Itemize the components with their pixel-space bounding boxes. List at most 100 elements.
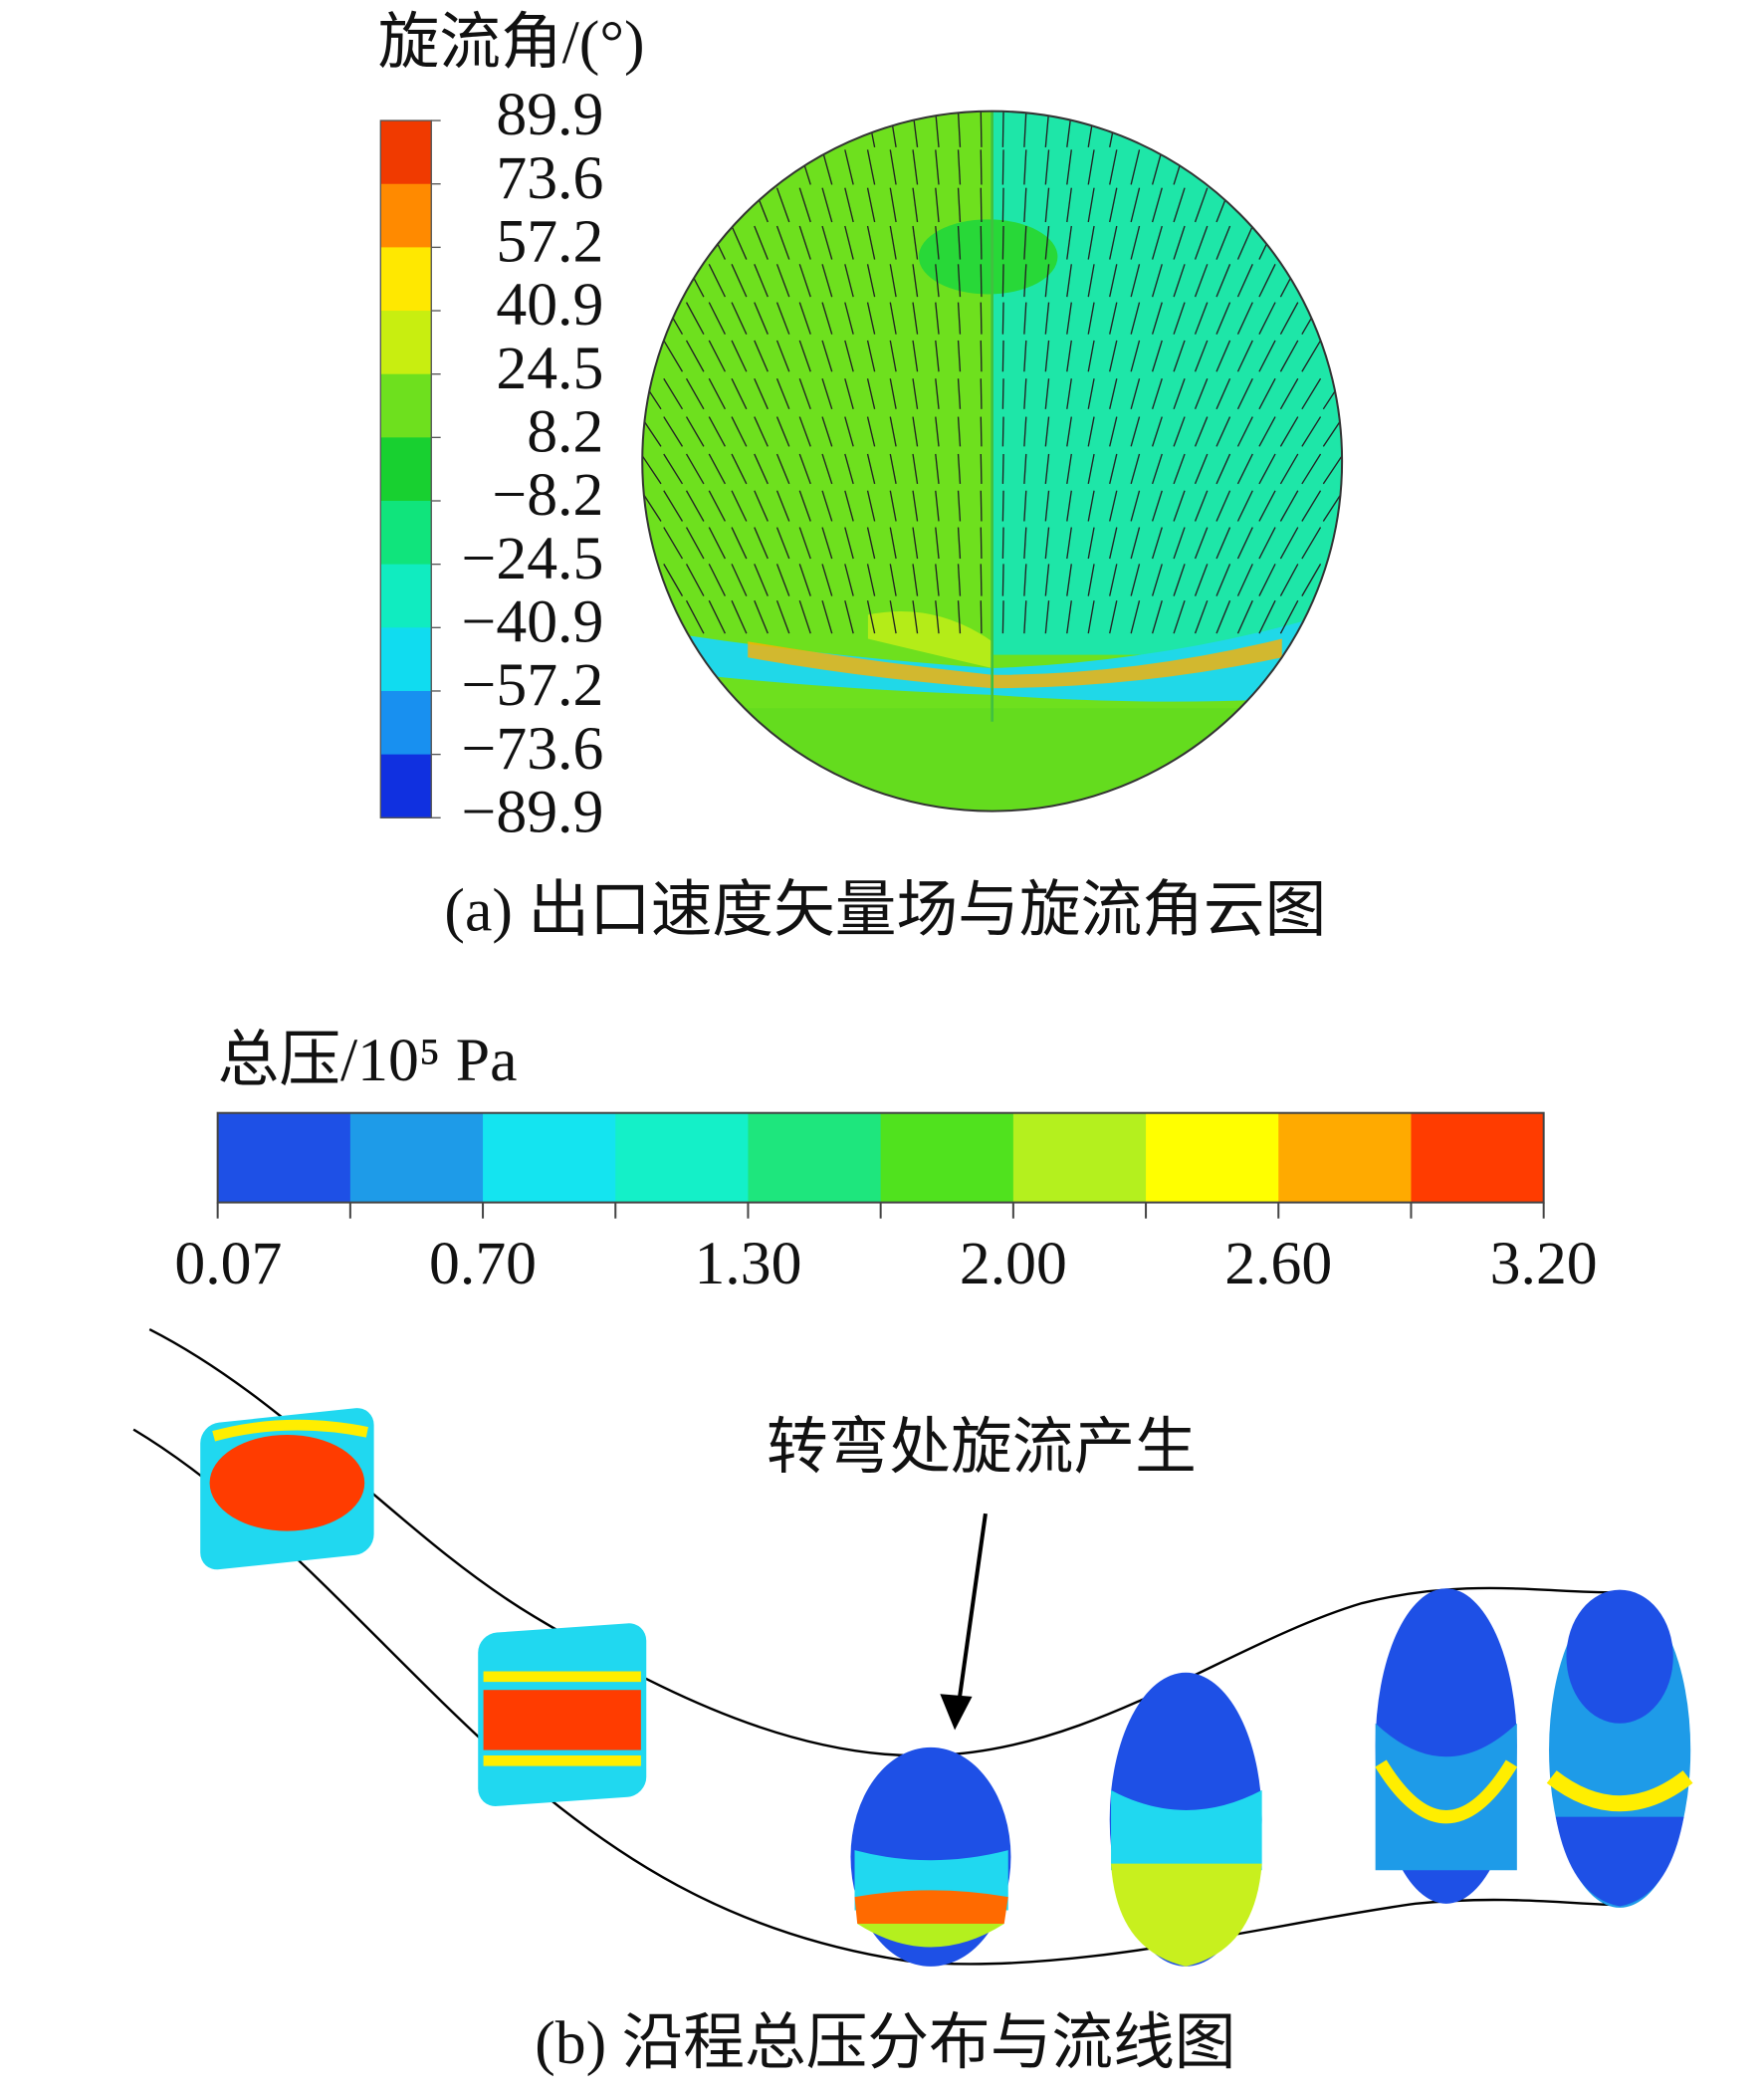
velocity-vector (821, 564, 833, 596)
velocity-vector (1258, 302, 1276, 335)
velocity-vector (798, 302, 811, 335)
velocity-vector (821, 378, 833, 410)
velocity-vector (1215, 225, 1231, 260)
velocity-vector (844, 187, 854, 223)
velocity-vector (798, 416, 811, 447)
velocity-vector (1087, 225, 1095, 260)
velocity-vector (1109, 225, 1118, 260)
velocity-vector (1301, 453, 1322, 485)
velocity-vector (935, 378, 940, 409)
velocity-vector (889, 302, 897, 335)
velocity-vector (1173, 416, 1186, 447)
velocity-vector (708, 264, 726, 298)
velocity-vector (1151, 490, 1163, 522)
velocity-vector (708, 490, 726, 522)
velocity-vector (889, 490, 897, 522)
velocity-vector (1236, 453, 1253, 485)
velocity-vector (731, 377, 748, 410)
velocity-vector (889, 378, 897, 409)
velocity-vector (1279, 340, 1299, 372)
velocity-vector (1066, 187, 1072, 223)
velocity-vector (731, 564, 748, 596)
velocity-vector (1044, 416, 1050, 447)
velocity-vector (821, 340, 833, 372)
cross-section (200, 1408, 374, 1570)
velocity-vector (1130, 527, 1141, 560)
velocity-vector (663, 416, 684, 447)
legend-swatch (483, 1112, 616, 1203)
velocity-vector (1044, 112, 1050, 147)
legend-tick-label: 2.60 (1224, 1230, 1332, 1297)
velocity-vector (1001, 302, 1004, 335)
velocity-vector (1194, 340, 1209, 372)
velocity-vector (1322, 453, 1343, 485)
legend-frame (216, 1111, 1545, 1204)
velocity-vector (1258, 340, 1276, 372)
velocity-vector (1301, 564, 1322, 596)
velocity-vector (957, 490, 962, 522)
velocity-vector (1279, 302, 1299, 336)
velocity-vector (1151, 225, 1163, 260)
legend-swatch (380, 500, 432, 566)
legend-swatch (615, 1112, 750, 1203)
velocity-vector (935, 600, 940, 634)
velocity-vector (935, 264, 940, 298)
velocity-vector (775, 264, 790, 298)
velocity-vector (1023, 378, 1027, 409)
velocity-vector (1173, 187, 1186, 223)
velocity-vector (935, 490, 940, 522)
velocity-vector (1130, 340, 1141, 372)
velocity-vector (1258, 490, 1276, 522)
velocity-vector (866, 264, 876, 298)
legend-tick-label: −89.9 (462, 778, 604, 845)
velocity-vector (1023, 490, 1027, 522)
legend-swatch (380, 627, 432, 692)
velocity-vector (1173, 599, 1186, 634)
velocity-vector (844, 453, 854, 485)
velocity-vector (685, 527, 705, 560)
velocity-vector (1023, 416, 1027, 447)
velocity-vector (1087, 378, 1095, 409)
velocity-vector (1279, 490, 1299, 522)
velocity-vector (1194, 490, 1209, 522)
velocity-vector (844, 564, 854, 596)
legend-swatch (1146, 1112, 1279, 1203)
legend-swatch (380, 564, 432, 628)
legend-title: 总压/10⁵ Pa (218, 1027, 518, 1094)
legend-tick-label: −57.2 (462, 651, 604, 719)
velocity-vector (1001, 527, 1004, 560)
velocity-vector (889, 340, 897, 372)
velocity-vector (1258, 599, 1276, 634)
legend-tick-label: −73.6 (462, 715, 604, 783)
velocity-vector (798, 490, 811, 522)
velocity-vector (663, 340, 684, 372)
velocity-vector (957, 453, 962, 484)
velocity-vector (685, 599, 705, 634)
velocity-vector (1023, 302, 1027, 335)
velocity-vector (821, 302, 833, 335)
velocity-vector (1194, 453, 1209, 485)
velocity-vector (889, 600, 897, 634)
velocity-vector (1151, 340, 1163, 372)
velocity-vector (980, 340, 983, 372)
cross-section (1546, 1589, 1693, 1908)
velocity-vector (1087, 416, 1095, 447)
velocity-vector (1279, 416, 1299, 447)
velocity-vector (1087, 564, 1095, 596)
velocity-vector (1087, 264, 1095, 298)
legend-tick-label: −8.2 (492, 461, 603, 529)
velocity-vector (798, 527, 811, 560)
velocity-vector (1301, 416, 1322, 447)
velocity-vector (980, 187, 983, 223)
velocity-vector (889, 453, 897, 485)
velocity-vector (935, 527, 940, 560)
velocity-vector (1194, 527, 1209, 560)
cross-section (1375, 1588, 1518, 1904)
legend-tick-label: 0.07 (174, 1230, 282, 1297)
velocity-vector (1151, 527, 1163, 560)
cross-section (850, 1746, 1011, 1967)
legend-tick-label: 1.30 (694, 1230, 801, 1297)
velocity-vector (1151, 564, 1163, 596)
velocity-vector (866, 416, 876, 447)
velocity-vector (889, 187, 897, 223)
